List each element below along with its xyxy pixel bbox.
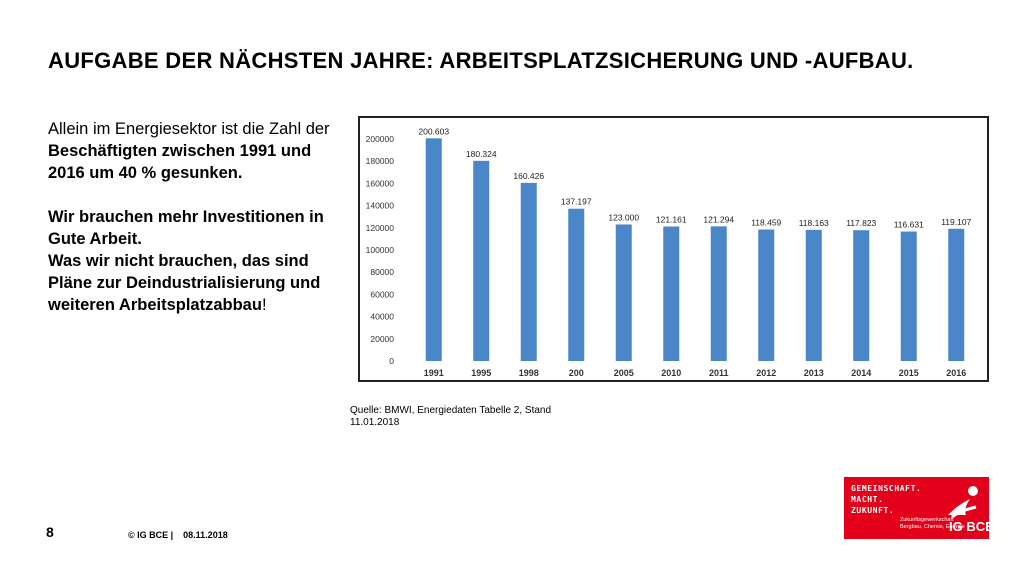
y-tick-label: 20000 (370, 334, 394, 344)
bar (473, 160, 490, 361)
logo-slogan-line-3: ZUKUNFT. (851, 506, 895, 515)
bar (663, 226, 680, 361)
data-label: 200.603 (418, 126, 449, 136)
data-label: 123.000 (608, 212, 639, 222)
ig-bce-logo: GEMEINSCHAFT. MACHT. ZUKUNFT. Zukunftsge… (844, 477, 994, 539)
source-note: Quelle: BMWI, Energiedaten Tabelle 2, St… (350, 405, 570, 429)
x-tick-label: 2014 (851, 368, 871, 378)
y-tick-label: 120000 (366, 223, 395, 233)
footer-copyright: © IG BCE | (128, 530, 174, 540)
x-tick-label: 2013 (804, 368, 824, 378)
source-line-2: 11.01.2018 (350, 417, 400, 428)
data-label: 180.324 (466, 149, 497, 159)
y-tick-label: 100000 (366, 245, 395, 255)
paragraph-1-text: Allein im Energiesektor ist die Zahl der (48, 120, 330, 138)
bar (425, 138, 442, 361)
chart-svg: 0 20000 40000 60000 80000 100000 120000 140000 1… (366, 126, 972, 378)
data-label: 121.161 (656, 215, 687, 225)
paragraph-3-bold: Was wir nicht brauchen, das sind Pläne z… (48, 252, 321, 314)
x-tick-label: 1998 (519, 368, 539, 378)
source-line-1: Quelle: BMWI, Energiedaten Tabelle 2, St… (350, 405, 552, 416)
logo-subtitle: Zukunftsgewerkschaft Bergbau, Chemie, En… (900, 517, 965, 531)
footer-date: 08.11.2018 (183, 530, 228, 540)
bar (520, 182, 537, 361)
paragraph-1-bold: Beschäftigten zwischen 1991 und 2016 um … (48, 142, 312, 182)
x-tick-label: 1991 (424, 368, 444, 378)
bar (568, 208, 585, 361)
logo-brand: IG BCE (949, 519, 994, 534)
x-tick-label: 2015 (899, 368, 919, 378)
data-label: 121.294 (703, 214, 734, 224)
y-tick-label: 140000 (366, 201, 395, 211)
paragraph-deindustrialization: Was wir nicht brauchen, das sind Pläne z… (48, 250, 348, 316)
data-label: 118.163 (799, 218, 829, 228)
y-tick-label: 200000 (366, 134, 395, 144)
employment-bar-chart: 0 20000 40000 60000 80000 100000 120000 140000 1… (358, 116, 989, 382)
y-tick-label: 80000 (370, 267, 394, 277)
data-label: 160.426 (513, 171, 544, 181)
logo-subtitle-line-2: Bergbau, Chemie, Energie (900, 524, 965, 530)
y-tick-label: 40000 (370, 312, 394, 322)
paragraph-employment-decline: Allein im Energiesektor ist die Zahl der… (48, 118, 348, 184)
footer: © IG BCE | 08.11.2018 (128, 530, 228, 540)
page-number: 8 (46, 524, 54, 540)
y-tick-label: 0 (389, 356, 394, 366)
paragraph-3-end: ! (261, 296, 267, 314)
logo-slogan-line-2: MACHT. (851, 495, 884, 504)
paragraph-investment: Wir brauchen mehr Investitionen in Gute … (48, 208, 324, 248)
bar (853, 230, 870, 361)
logo-slogan: GEMEINSCHAFT. MACHT. ZUKUNFT. (851, 483, 921, 516)
logo-subtitle-line-1: Zukunftsgewerkschaft (900, 517, 954, 523)
x-tick-label: 2005 (614, 368, 634, 378)
data-label: 117.823 (846, 218, 876, 228)
y-tick-label: 180000 (366, 156, 395, 166)
x-tick-label: 2016 (946, 368, 966, 378)
x-tick-label: 1995 (471, 368, 491, 378)
x-tick-label: 200 (569, 368, 584, 378)
y-tick-label: 60000 (370, 289, 394, 299)
x-tick-label: 2012 (756, 368, 776, 378)
data-label: 116.631 (894, 220, 924, 230)
bar (615, 224, 632, 361)
y-tick-label: 160000 (366, 178, 395, 188)
bar (758, 229, 775, 361)
bar (805, 229, 822, 361)
slide-title: AUFGABE DER NÄCHSTEN JAHRE: ARBEITSPLATZ… (48, 48, 914, 73)
x-tick-label: 2010 (661, 368, 681, 378)
bar (710, 226, 727, 361)
data-label: 137.197 (561, 197, 592, 207)
x-tick-label: 2011 (709, 368, 729, 378)
data-label: 119.107 (941, 217, 971, 227)
data-label: 118.459 (751, 218, 781, 228)
bar (948, 228, 965, 361)
logo-slogan-line-1: GEMEINSCHAFT. (851, 484, 922, 493)
body-text: Allein im Energiesektor ist die Zahl der… (48, 118, 348, 316)
bar (900, 231, 917, 361)
logo-figure-icon (948, 486, 978, 519)
